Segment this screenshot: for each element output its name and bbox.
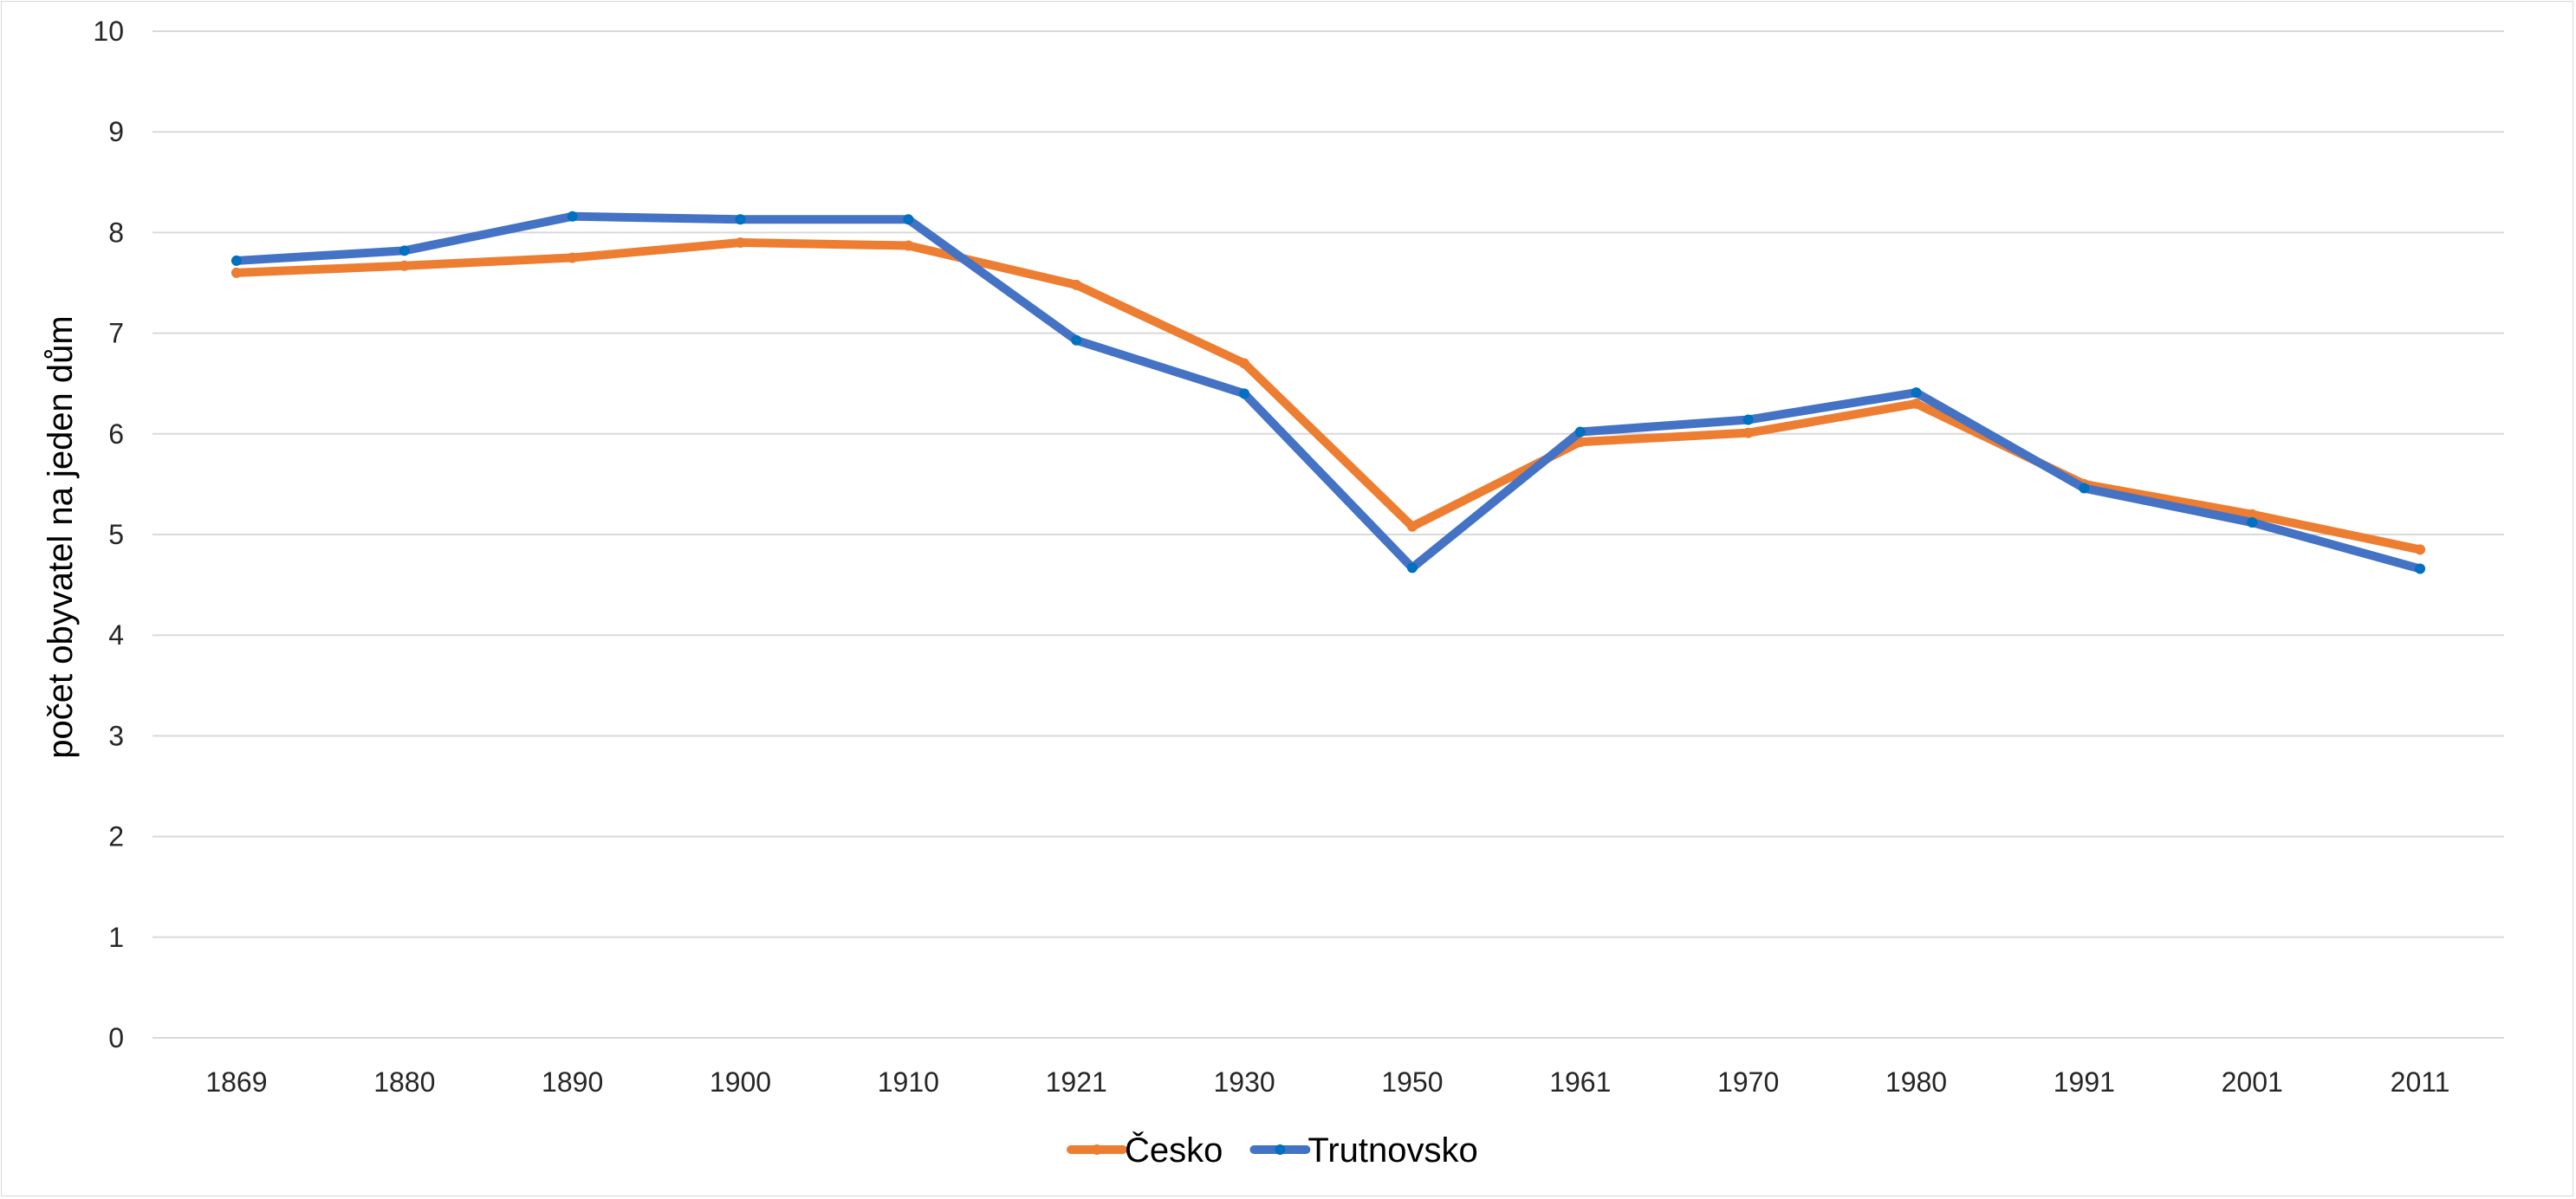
y-tick-label: 7 xyxy=(108,318,124,349)
x-tick-label: 1950 xyxy=(1381,1066,1443,1098)
x-tick-label: 2001 xyxy=(2222,1066,2283,1098)
y-tick-label: 0 xyxy=(108,1022,124,1053)
legend: Česko Trutnovsko xyxy=(1067,1131,1478,1170)
x-tick-label: 1930 xyxy=(1213,1066,1275,1098)
y-tick-label: 4 xyxy=(108,619,124,651)
x-axis-ticks: 1869 1880 1890 1900 1910 1921 1930 1950 1961 1970… xyxy=(205,1066,2449,1098)
data-point xyxy=(567,252,578,263)
data-point xyxy=(735,237,746,249)
data-point xyxy=(1911,398,1922,409)
data-point xyxy=(2079,483,2090,494)
x-tick-label: 1961 xyxy=(1549,1066,1611,1098)
x-tick-label: 1880 xyxy=(373,1066,435,1098)
series-line xyxy=(231,211,2425,574)
data-point xyxy=(2415,544,2426,555)
x-tick-label: 1921 xyxy=(1046,1066,1107,1098)
y-axis-title: počet obyvatel na jeden dům xyxy=(42,315,80,758)
x-tick-label: 1991 xyxy=(2054,1066,2115,1098)
data-point xyxy=(1239,358,1250,369)
y-tick-label: 9 xyxy=(108,116,124,147)
legend-label: Trutnovsko xyxy=(1307,1131,1477,1170)
data-point xyxy=(1406,521,1418,532)
data-point xyxy=(230,267,242,278)
data-point xyxy=(399,245,410,256)
x-tick-label: 1900 xyxy=(710,1066,771,1098)
x-tick-label: 1910 xyxy=(878,1066,939,1098)
x-tick-label: 1869 xyxy=(205,1066,267,1098)
x-tick-label: 2011 xyxy=(2391,1066,2450,1098)
x-tick-label: 1890 xyxy=(542,1066,603,1098)
series-trutnovsko xyxy=(230,211,2426,574)
data-point xyxy=(735,214,746,225)
data-point xyxy=(1406,562,1418,574)
y-tick-label: 10 xyxy=(93,16,124,47)
y-tick-label: 6 xyxy=(108,418,124,450)
legend-item-trutnovsko: Trutnovsko xyxy=(1249,1131,1478,1170)
data-point xyxy=(230,255,242,266)
data-point xyxy=(903,214,914,225)
data-point xyxy=(567,211,578,222)
data-point xyxy=(2247,517,2258,528)
data-point xyxy=(1071,279,1082,290)
data-point xyxy=(1574,426,1586,437)
data-point xyxy=(2415,563,2426,574)
gridlines xyxy=(152,30,2504,1039)
legend-marker xyxy=(1275,1144,1286,1155)
legend-marker xyxy=(1092,1144,1102,1155)
y-tick-label: 1 xyxy=(108,922,124,953)
legend-label: Česko xyxy=(1125,1131,1223,1170)
data-point xyxy=(903,240,914,251)
y-tick-label: 8 xyxy=(108,217,124,248)
data-point xyxy=(1239,388,1250,399)
data-point xyxy=(1742,427,1754,438)
data-point xyxy=(1911,387,1922,399)
series-česko xyxy=(230,237,2426,555)
data-point xyxy=(399,260,410,271)
data-point xyxy=(1742,414,1754,425)
y-axis-ticks: 0 1 2 3 4 5 6 7 8 9 10 xyxy=(93,16,124,1053)
x-tick-label: 1970 xyxy=(1717,1066,1779,1098)
series-line xyxy=(231,238,2425,554)
legend-item-česko: Česko xyxy=(1067,1131,1223,1170)
data-point xyxy=(2247,509,2258,520)
y-tick-label: 5 xyxy=(108,519,124,550)
data-point xyxy=(1071,334,1082,346)
y-tick-label: 3 xyxy=(108,720,124,751)
series-layer xyxy=(230,211,2426,574)
x-tick-label: 1980 xyxy=(1885,1066,1947,1098)
y-tick-label: 2 xyxy=(108,821,124,852)
